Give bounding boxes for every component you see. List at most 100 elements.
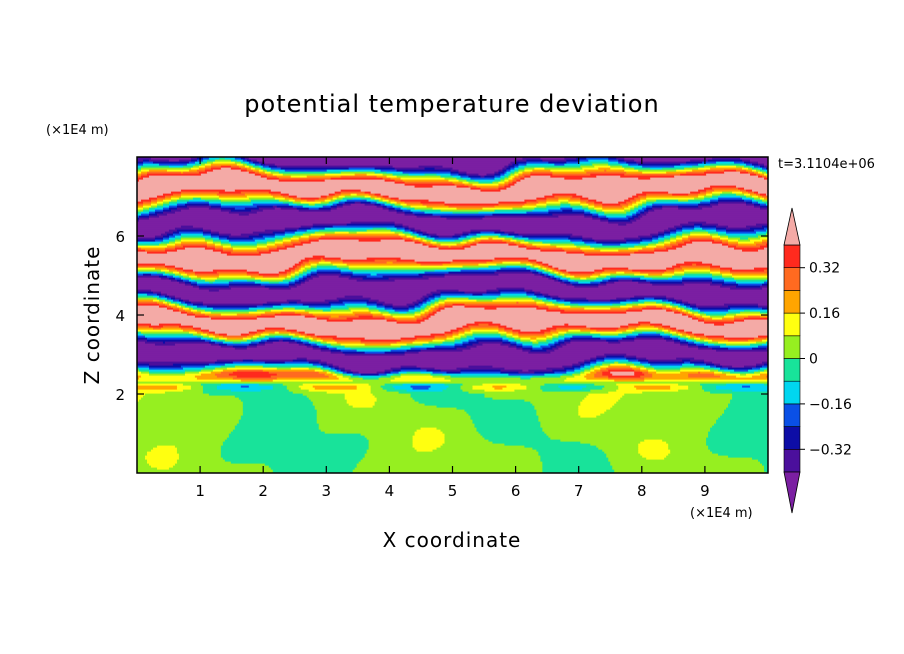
field-cell [526,387,541,390]
field-cell [700,191,707,194]
field-cell [704,197,711,200]
field-cell [436,427,478,430]
field-cell [536,205,547,208]
field-cell [588,207,595,210]
field-cell [760,315,768,318]
field-cell [728,405,768,408]
field-cell [352,271,426,274]
field-cell [752,189,768,192]
field-cell [137,461,148,464]
field-cell [558,267,603,270]
field-cell [256,345,308,348]
field-cell [738,187,745,190]
field-cell [420,309,426,312]
field-cell [254,167,262,170]
field-cell [284,229,298,232]
field-cell [204,199,222,202]
field-cell [210,343,220,346]
field-cell [520,339,531,342]
field-cell [478,323,490,326]
field-cell [434,299,440,302]
field-cell [626,299,639,302]
field-cell [512,237,519,240]
field-cell [404,351,420,354]
field-cell [310,269,318,272]
field-cell [442,431,480,434]
field-cell [546,199,559,202]
field-cell [139,367,150,370]
field-cell [388,199,396,202]
field-cell [154,211,164,214]
field-cell [254,333,262,336]
field-cell [302,277,308,280]
field-cell [164,231,174,234]
field-cell [498,201,527,204]
field-cell [390,177,402,180]
field-cell [626,171,643,174]
field-cell [208,315,258,318]
field-cell [500,371,519,374]
field-cell [184,371,200,374]
field-cell [396,211,406,214]
field-cell [544,195,555,198]
field-cell [284,245,296,248]
field-cell [414,259,454,262]
field-cell [384,305,394,308]
field-cell [374,199,380,202]
field-cell [692,169,707,172]
field-cell [306,395,346,398]
field-cell [222,443,370,446]
field-cell [746,225,763,228]
field-cell [137,269,162,272]
field-cell [650,241,659,244]
field-cell [740,157,768,160]
field-cell [736,165,745,168]
field-cell [408,307,416,310]
field-cell [182,299,190,302]
field-cell [760,197,765,200]
field-cell [137,283,186,286]
field-cell [500,267,527,270]
field-cell [400,177,446,180]
field-cell [356,349,392,352]
field-cell [228,239,256,242]
field-cell [378,373,388,376]
field-cell [370,201,378,204]
field-cell [404,233,412,236]
field-cell [558,271,563,274]
field-cell [210,311,250,314]
field-cell [640,211,645,214]
field-cell [696,335,707,338]
field-cell [548,209,563,212]
field-cell [228,283,262,286]
field-cell [756,223,768,226]
field-cell [450,379,565,382]
field-cell [746,203,755,206]
field-cell [706,335,725,338]
field-cell [250,163,256,166]
field-cell [258,165,264,168]
field-cell [546,309,565,312]
field-cell [530,377,567,380]
field-cell [680,173,707,176]
field-cell [494,175,502,178]
field-cell [412,239,420,242]
field-cell [137,415,242,418]
field-cell [456,243,466,246]
field-cell [432,311,438,314]
field-cell [282,335,294,338]
field-cell [220,167,232,170]
field-cell [230,209,252,212]
field-cell [502,341,512,344]
field-cell [634,245,647,248]
field-cell [754,241,763,244]
field-cell [620,203,629,206]
field-cell [688,199,703,202]
field-cell [190,277,202,280]
field-cell [310,241,416,244]
field-cell [310,265,318,268]
field-cell [514,337,521,340]
field-cell [158,215,418,218]
field-cell [552,347,559,350]
field-cell [278,339,284,342]
